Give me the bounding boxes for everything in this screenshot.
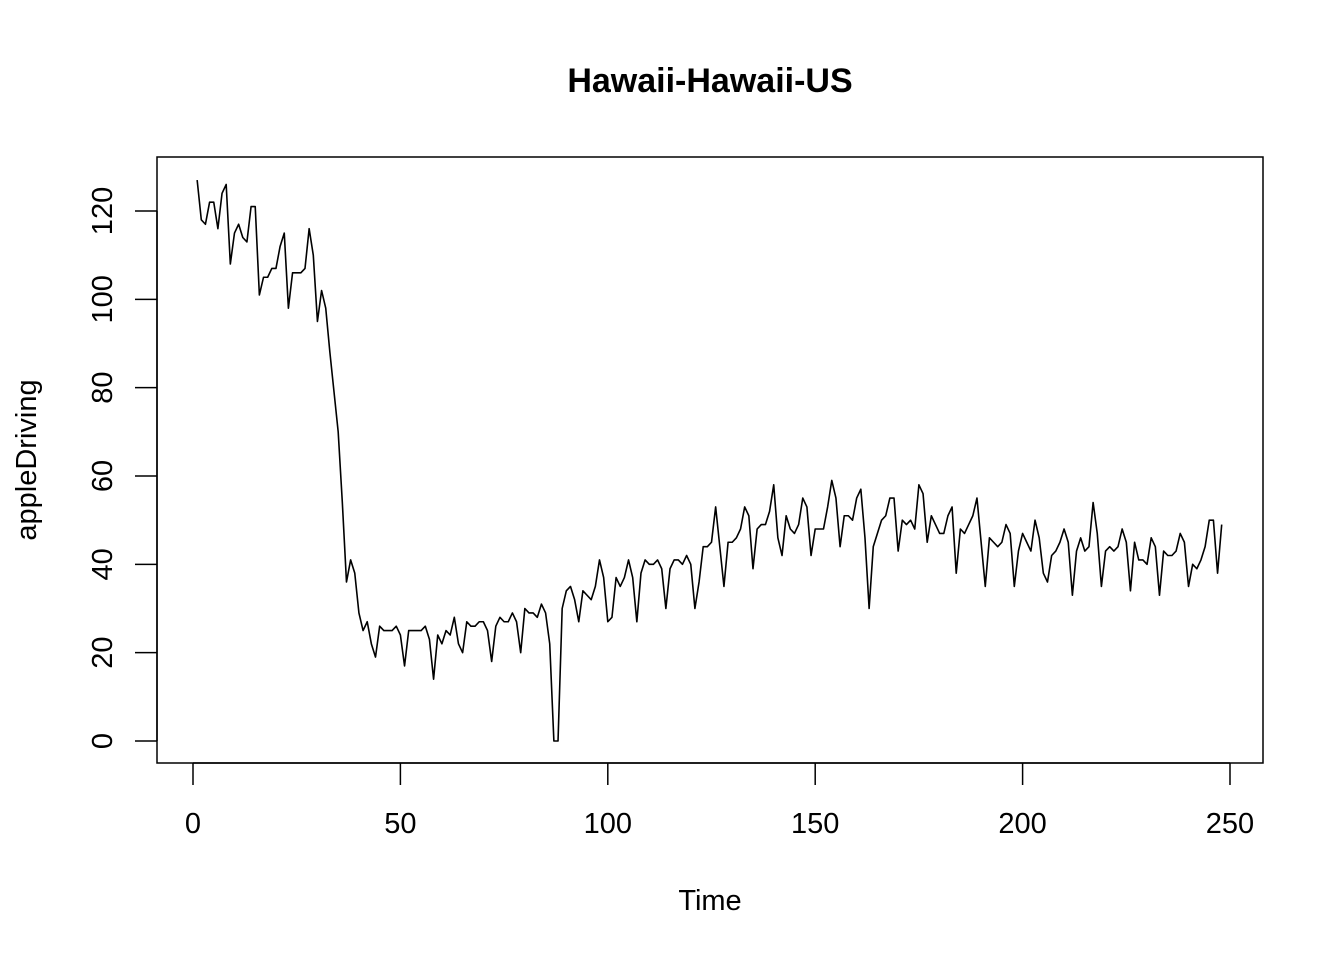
x-tick-label: 150 <box>791 808 839 840</box>
x-axis-label: Time <box>678 885 741 917</box>
x-tick-label: 0 <box>185 808 201 840</box>
x-tick-label: 200 <box>998 808 1046 840</box>
y-tick-label: 120 <box>87 187 119 235</box>
y-tick-label: 80 <box>87 372 119 404</box>
x-tick-label: 50 <box>384 808 416 840</box>
series-line <box>196 179 1223 742</box>
x-tick-label: 100 <box>584 808 632 840</box>
chart-title: Hawaii-Hawaii-US <box>567 62 852 100</box>
plot-frame <box>156 156 1264 764</box>
y-tick-label: 100 <box>87 275 119 323</box>
y-axis-label: appleDriving <box>11 379 43 540</box>
y-tick-label: 40 <box>87 548 119 580</box>
series-group <box>196 179 1223 742</box>
x-axis: 0 50 100 150 200 250 <box>185 762 1254 840</box>
x-tick-label: 250 <box>1206 808 1254 840</box>
y-tick-label: 60 <box>87 460 119 492</box>
y-tick-label: 20 <box>87 637 119 669</box>
y-tick-label: 0 <box>87 733 119 749</box>
y-axis: 0 20 40 60 80 100 120 <box>87 187 158 749</box>
